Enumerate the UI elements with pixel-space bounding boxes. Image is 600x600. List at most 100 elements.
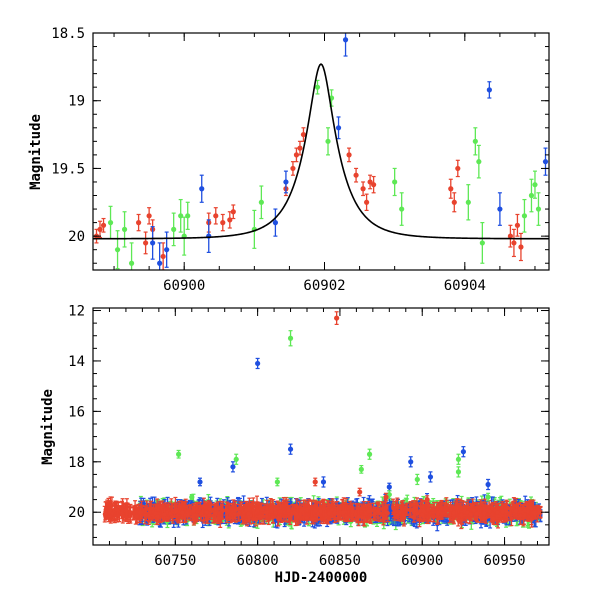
data-point-green: [181, 216, 187, 256]
baseline-point-red: [138, 503, 143, 522]
full-panel-frame: [92, 307, 550, 546]
baseline-point-red: [421, 503, 426, 519]
data-point-green: [392, 167, 398, 197]
baseline-point-red: [375, 502, 380, 520]
full-panel-y-label: Magnitude: [40, 389, 56, 465]
baseline-point-red: [204, 504, 209, 520]
baseline-point-red: [538, 507, 543, 519]
data-point-green: [128, 242, 135, 270]
baseline-point-red: [278, 502, 283, 521]
baseline-point-red: [315, 507, 320, 520]
baseline-point-red: [258, 502, 263, 516]
data-point-green: [314, 79, 321, 95]
baseline-point-red: [411, 500, 416, 519]
data-point-red: [334, 311, 340, 325]
baseline-point-red: [407, 505, 412, 515]
full-panel-axes: 60750 60800 60850 60900 60950 12 14 16 18 20: [68, 304, 549, 569]
y-tick-label: 18.5: [51, 26, 85, 42]
baseline-point-red: [533, 509, 538, 519]
data-point-blue: [230, 461, 236, 473]
data-point-red: [146, 207, 152, 225]
data-point-red: [511, 228, 517, 258]
baseline-point-red: [518, 506, 523, 526]
baseline-point-red: [487, 505, 492, 517]
baseline-point-red: [448, 501, 453, 518]
data-point-blue: [272, 208, 278, 237]
x-tick-label: 60902: [303, 278, 345, 294]
data-point-green: [233, 453, 239, 465]
baseline-point-red: [304, 511, 309, 525]
data-point-blue: [320, 476, 327, 488]
baseline-point-red: [207, 501, 212, 518]
baseline-point-red: [134, 510, 139, 523]
data-point-green: [532, 170, 538, 199]
x-tick-label: 60750: [154, 553, 196, 569]
baseline-point-red: [299, 503, 304, 517]
data-point-red: [97, 220, 103, 239]
data-point-blue: [150, 226, 156, 260]
baseline-point-red: [107, 506, 112, 516]
baseline-point-red: [273, 504, 278, 515]
data-point-red: [220, 213, 226, 232]
baseline-point-red: [395, 509, 400, 522]
baseline-point-red: [356, 507, 361, 527]
baseline-point-red: [430, 504, 435, 516]
baseline-point-red: [180, 507, 185, 518]
baseline-point-red: [345, 513, 350, 522]
data-point-green: [325, 127, 331, 156]
zoom-panel-frame: [92, 32, 550, 271]
baseline-point-red: [465, 506, 470, 518]
data-point-blue: [542, 147, 549, 176]
baseline-point-red: [451, 507, 456, 519]
x-tick-label: 60850: [319, 553, 361, 569]
baseline-point-red: [146, 506, 151, 526]
zoom-panel-y-label: Magnitude: [28, 114, 44, 190]
baseline-point-red: [329, 500, 334, 519]
data-point-red: [297, 140, 303, 156]
x-tick-label: 60904: [444, 278, 486, 294]
data-point-green: [479, 222, 485, 264]
data-point-green: [535, 192, 542, 226]
data-point-green: [476, 144, 482, 179]
data-point-red: [100, 217, 107, 233]
data-point-green: [121, 211, 128, 248]
data-point-green: [485, 492, 491, 502]
data-point-green: [528, 178, 535, 213]
full-panel-x-label: HJD-2400000: [275, 570, 368, 586]
data-point-red: [143, 231, 149, 255]
baseline-point-red: [220, 501, 225, 520]
baseline-point-red: [286, 505, 291, 516]
data-point-blue: [342, 33, 349, 57]
baseline-point-red: [332, 506, 337, 520]
baseline-point-red: [294, 506, 299, 521]
baseline-point-red: [313, 505, 318, 517]
data-point-green: [189, 493, 195, 501]
baseline-point-red: [321, 500, 326, 518]
baseline-point-red: [359, 511, 364, 524]
data-point-red: [360, 181, 366, 197]
data-point-blue: [287, 443, 294, 455]
baseline-point-red: [155, 510, 160, 522]
data-point-red: [514, 213, 521, 237]
baseline-point-red: [216, 514, 221, 524]
data-point-blue: [199, 174, 205, 203]
data-point-red: [507, 224, 514, 248]
data-point-red: [367, 174, 373, 190]
baseline-point-red: [495, 503, 500, 522]
data-point-red: [383, 492, 389, 502]
data-point-blue: [283, 170, 289, 194]
baseline-point-red: [478, 508, 483, 523]
baseline-point-red: [124, 502, 129, 517]
data-point-red: [448, 178, 454, 199]
baseline-point-red: [162, 507, 167, 522]
data-point-red: [290, 161, 296, 176]
data-point-red: [213, 207, 219, 225]
baseline-point-red: [415, 505, 420, 522]
data-point-red: [160, 242, 166, 270]
data-point-blue: [255, 357, 261, 370]
baseline-point-red: [459, 511, 464, 530]
baseline-point-red: [522, 502, 527, 519]
data-point-red: [227, 211, 233, 229]
baseline-point-red: [482, 508, 487, 518]
